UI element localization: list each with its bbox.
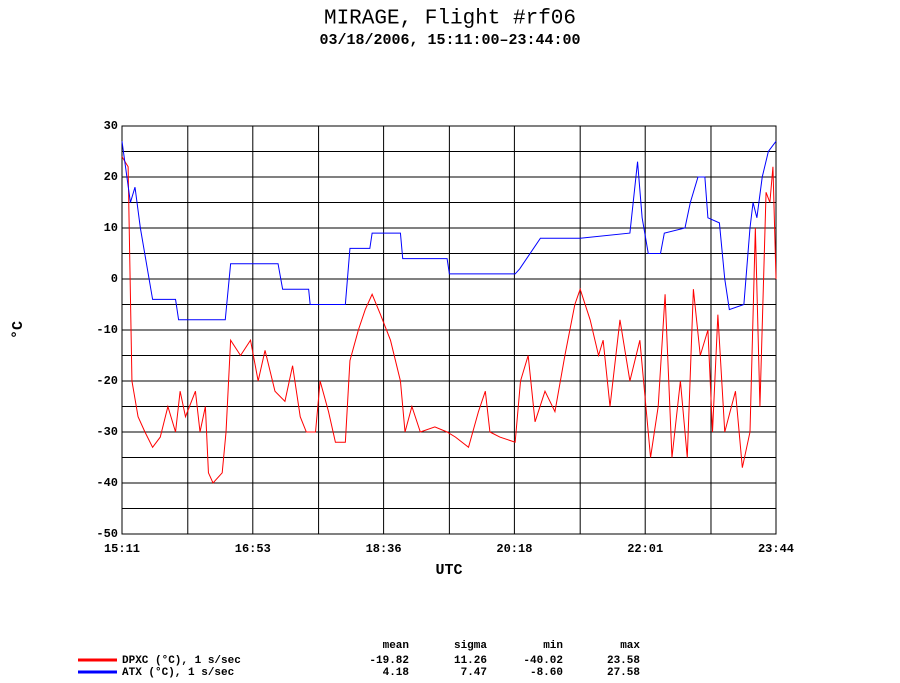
stats-header: max (620, 640, 640, 652)
y-tick-label: -10 (96, 323, 118, 337)
legend-label: DPXC (°C), 1 s/sec (122, 655, 241, 667)
x-tick-label: 20:18 (496, 542, 532, 556)
y-tick-label: -50 (96, 527, 118, 541)
stats-value: -19.82 (369, 655, 409, 667)
stats-value: 11.26 (454, 655, 487, 667)
series-line (121, 156, 777, 484)
stats-header: mean (383, 640, 409, 652)
legend-label: ATX (°C), 1 s/sec (122, 667, 234, 679)
chart-subtitle: 03/18/2006, 15:11:00–23:44:00 (319, 32, 580, 49)
y-tick-label: 30 (104, 119, 118, 133)
stats-value: 4.18 (383, 667, 410, 679)
stats-value: 7.47 (461, 667, 487, 679)
stats-header: sigma (454, 640, 487, 652)
y-axis-label: °C (10, 321, 27, 339)
stats-value: 23.58 (607, 655, 640, 667)
x-tick-label: 23:44 (758, 542, 794, 556)
stats-value: -40.02 (523, 655, 563, 667)
y-tick-label: 0 (111, 272, 118, 286)
plot-frame (121, 125, 777, 535)
stats-header: min (543, 640, 563, 652)
y-tick-label: -20 (96, 374, 118, 388)
chart-title: MIRAGE, Flight #rf06 (324, 8, 576, 31)
x-tick-label: 22:01 (627, 542, 663, 556)
x-tick-label: 15:11 (104, 542, 140, 556)
x-tick-label: 16:53 (235, 542, 271, 556)
x-axis-label: UTC (435, 562, 462, 579)
y-tick-label: 20 (104, 170, 118, 184)
stats-value: -8.60 (530, 667, 563, 679)
series-line (121, 141, 777, 321)
y-tick-label: -30 (96, 425, 118, 439)
x-tick-label: 18:36 (366, 542, 402, 556)
stats-value: 27.58 (607, 667, 640, 679)
y-tick-label: 10 (104, 221, 118, 235)
y-tick-label: -40 (96, 476, 118, 490)
